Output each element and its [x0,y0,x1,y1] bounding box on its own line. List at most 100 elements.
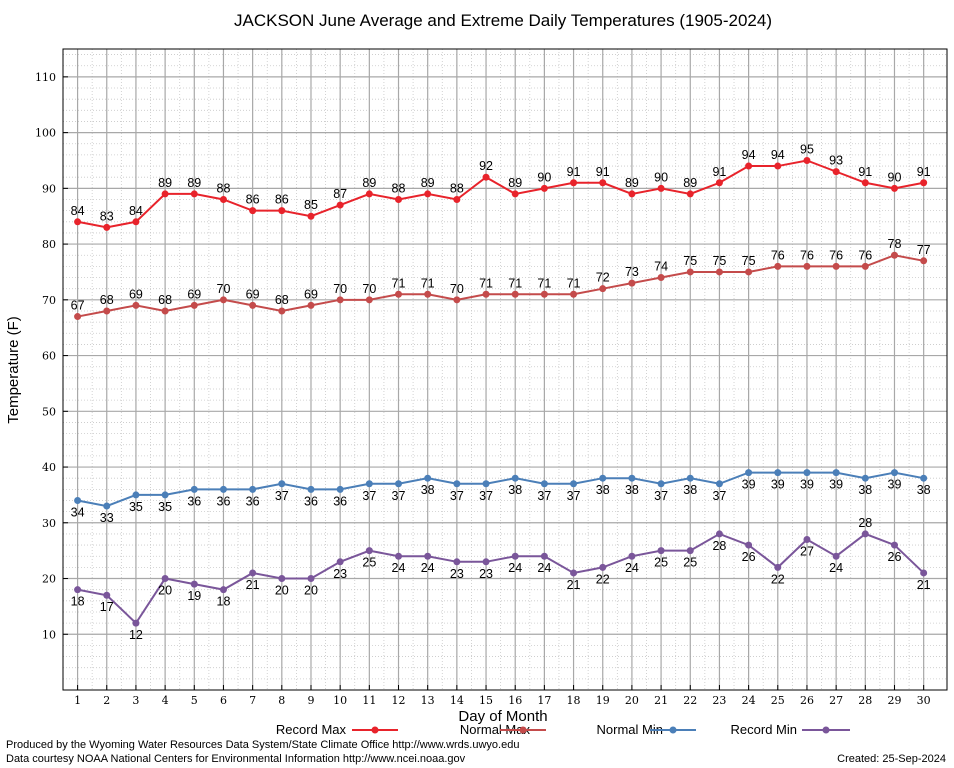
data-label: 67 [71,299,85,313]
x-tick-label: 16 [508,694,522,707]
series-layer: 84 83 84 89 89 88 86 86 85 87 89 88 89 88 92 89 90 91 91 89… [71,142,931,642]
data-point [861,530,869,538]
data-label: 25 [362,556,376,570]
data-point [774,162,782,170]
data-point [861,474,869,482]
data-label: 38 [858,483,872,497]
x-tick-label: 29 [887,694,901,707]
data-point [832,262,840,270]
data-label: 26 [742,550,756,564]
data-label: 68 [158,293,172,307]
data-label: 70 [450,282,464,296]
series-line [77,532,925,625]
data-label: 38 [421,483,435,497]
data-label: 23 [333,567,347,581]
data-label: 70 [333,282,347,296]
data-label: 18 [71,595,85,609]
data-point [570,480,578,488]
data-point [511,552,519,560]
data-label: 69 [304,287,318,301]
x-tick-label: 26 [800,694,814,707]
data-point [249,207,257,215]
data-label: 70 [362,282,376,296]
data-label: 86 [246,193,260,207]
data-label: 94 [742,148,756,162]
data-point [890,251,898,259]
data-label: 21 [917,578,931,592]
data-point [307,212,315,220]
data-label: 20 [158,584,172,598]
data-label: 91 [596,165,610,179]
data-label: 69 [187,287,201,301]
data-point [482,290,490,298]
data-label: 68 [275,293,289,307]
data-point [832,168,840,176]
data-label: 23 [450,567,464,581]
data-point [803,262,811,270]
data-point [278,207,286,215]
data-point [249,301,257,309]
data-label: 28 [712,539,726,553]
data-label: 36 [246,494,260,508]
data-label: 91 [567,165,581,179]
data-point [453,296,461,304]
data-point [920,474,928,482]
data-point [686,268,694,276]
data-label: 89 [625,176,639,190]
data-label: 38 [625,483,639,497]
data-label: 39 [800,478,814,492]
data-point [336,558,344,566]
series-record-max: 84 83 84 89 89 88 86 86 85 87 89 88 89 88 92 89 90 91 91 89… [71,142,931,231]
data-label: 88 [217,181,231,195]
data-point [365,296,373,304]
data-label: 71 [567,276,581,290]
data-point [540,480,548,488]
data-label: 25 [654,556,668,570]
data-point [774,563,782,571]
x-tick-label: 6 [220,694,227,707]
data-label: 76 [771,248,785,262]
data-point [161,190,169,198]
data-point [74,313,82,321]
data-label: 24 [537,561,551,575]
x-tick-label: 7 [249,694,256,707]
data-label: 91 [917,165,931,179]
data-point [774,469,782,477]
data-label: 38 [508,483,522,497]
x-tick-label: 28 [858,694,872,707]
data-point [803,469,811,477]
data-point [540,184,548,192]
data-label: 39 [829,478,843,492]
data-point [161,575,169,583]
data-label: 36 [217,494,231,508]
legend-label: Normal Min [597,722,663,737]
data-label: 17 [100,600,114,614]
data-label: 89 [508,176,522,190]
data-point [686,474,694,482]
data-label: 39 [742,478,756,492]
data-label: 94 [771,148,785,162]
data-point [395,290,403,298]
series-line [77,159,924,229]
x-tick-label: 9 [307,694,314,707]
data-point [540,552,548,560]
data-point [774,262,782,270]
data-label: 86 [275,193,289,207]
data-label: 24 [829,561,843,575]
data-label: 90 [654,170,668,184]
data-label: 95 [800,142,814,156]
data-point [219,296,227,304]
data-label: 37 [275,489,289,503]
data-label: 88 [450,181,464,195]
data-label: 36 [304,494,318,508]
data-point [161,307,169,315]
data-point [219,586,227,594]
data-point [424,190,432,198]
data-point [336,485,344,493]
legend-item: Record Max [276,722,398,737]
legend-label: Record Max [276,722,347,737]
data-label: 69 [246,287,260,301]
data-point [278,480,286,488]
